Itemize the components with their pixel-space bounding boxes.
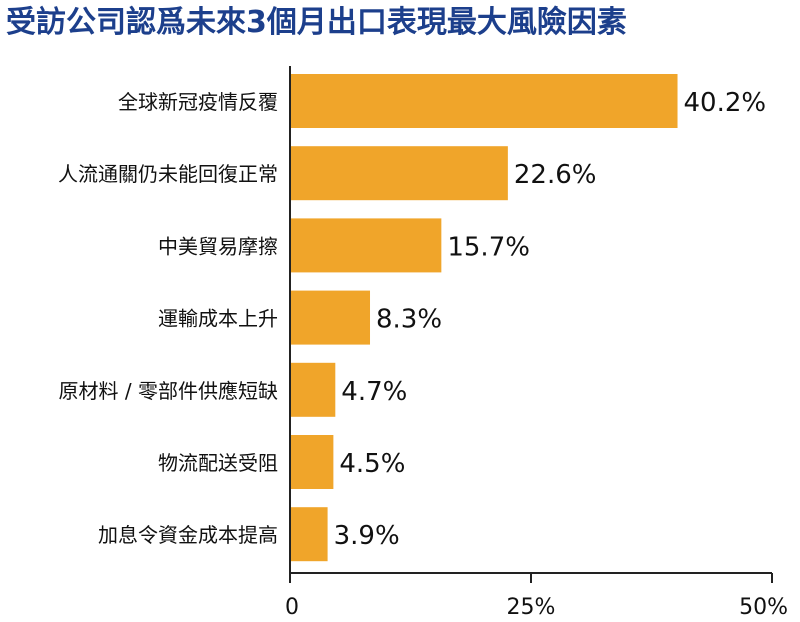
- category-label: 加息令資金成本提高: [98, 523, 278, 547]
- value-label: 22.6%: [514, 160, 597, 190]
- value-label: 8.3%: [376, 305, 442, 335]
- value-label: 15.7%: [447, 232, 530, 262]
- value-label: 4.5%: [339, 449, 405, 479]
- value-label: 4.7%: [341, 377, 407, 407]
- category-label: 運輸成本上升: [158, 307, 278, 331]
- bar: [290, 507, 328, 562]
- x-tick-label: 25%: [507, 595, 556, 620]
- category-label: 原材料 / 零部件供應短缺: [59, 379, 278, 403]
- category-label: 中美貿易摩擦: [158, 234, 278, 258]
- bar: [290, 290, 371, 345]
- bar: [290, 74, 678, 128]
- bar: [290, 435, 334, 489]
- bar: [290, 146, 508, 201]
- value-label: 3.9%: [334, 521, 400, 551]
- bar: [290, 218, 442, 273]
- x-tick-label: 0: [285, 595, 299, 620]
- chart-title: 受訪公司認爲未來3個月出口表現最大風險因素: [6, 5, 627, 40]
- category-label: 物流配送受阻: [158, 451, 278, 475]
- bar: [290, 362, 336, 417]
- x-tick-label: 50%: [739, 595, 788, 620]
- value-label: 40.2%: [684, 88, 767, 118]
- category-label: 全球新冠疫情反覆: [118, 90, 278, 114]
- category-label: 人流通關仍未能回復正常: [58, 162, 278, 186]
